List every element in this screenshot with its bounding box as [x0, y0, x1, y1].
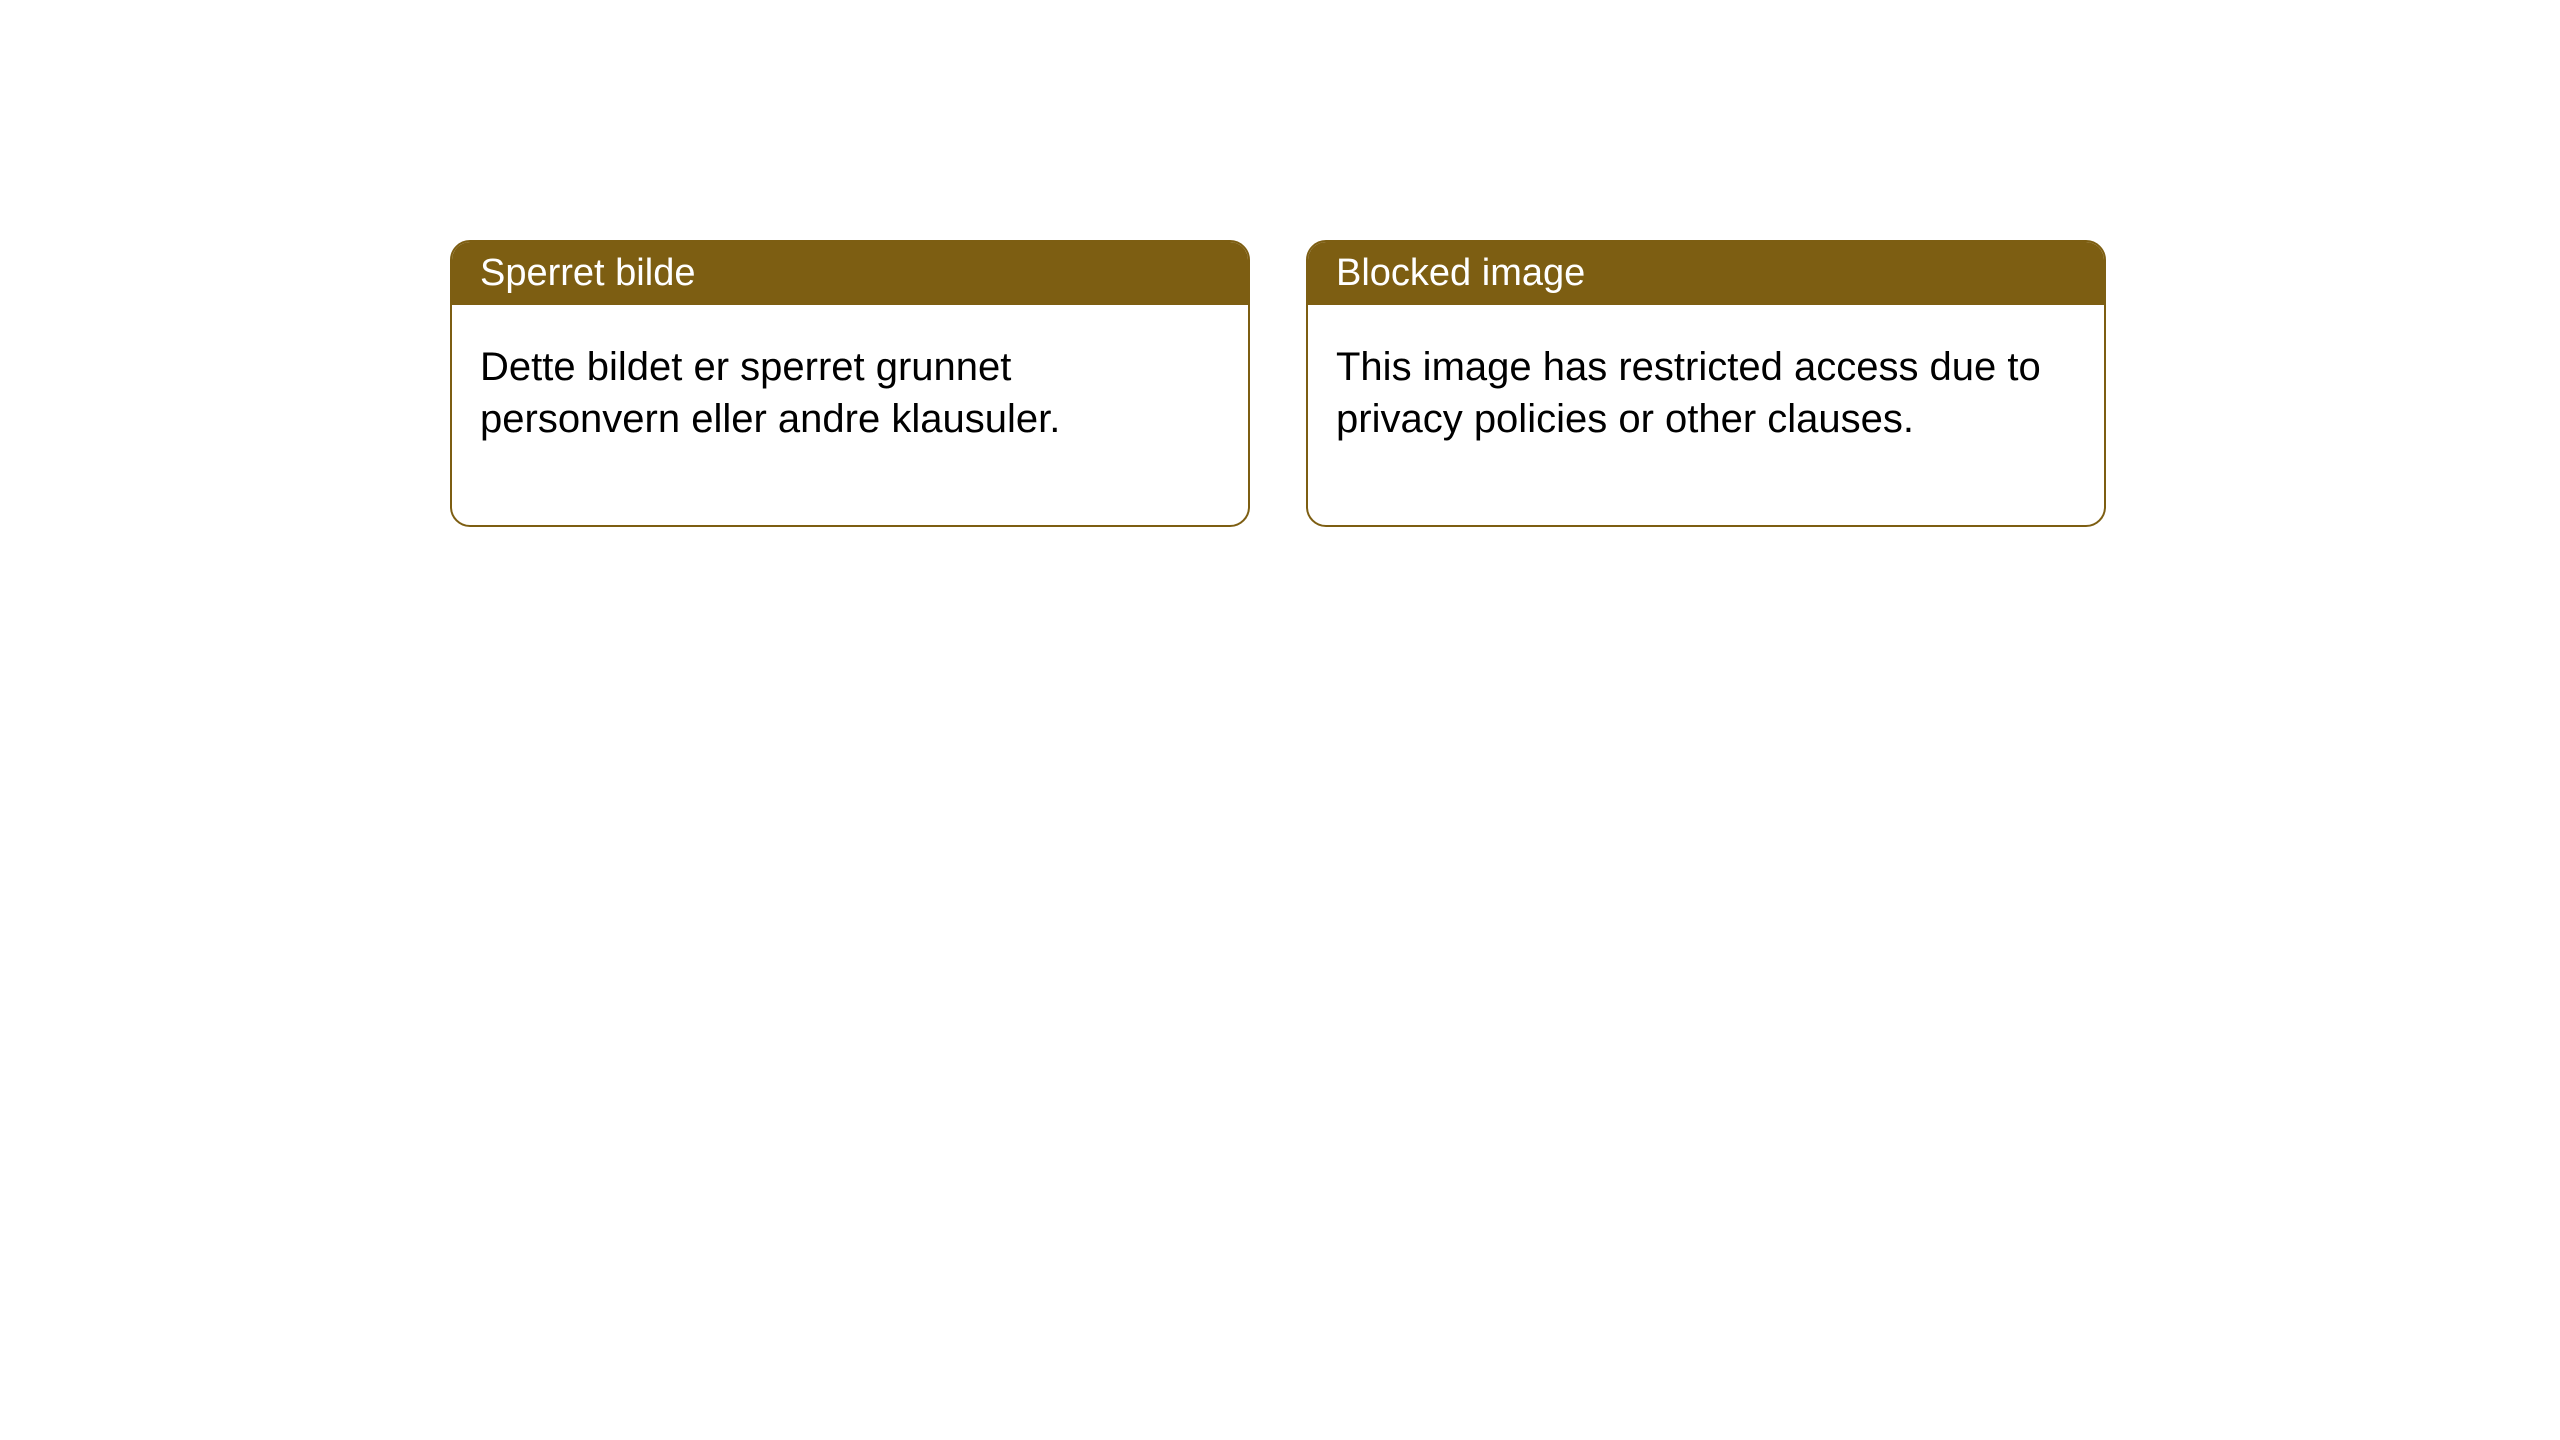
notice-card-norwegian: Sperret bilde Dette bildet er sperret gr…	[450, 240, 1250, 527]
card-title: Sperret bilde	[480, 252, 695, 294]
card-body: This image has restricted access due to …	[1308, 305, 2104, 525]
card-body-text: This image has restricted access due to …	[1336, 341, 2076, 445]
notice-card-english: Blocked image This image has restricted …	[1306, 240, 2106, 527]
card-header: Sperret bilde	[452, 242, 1248, 305]
card-body: Dette bildet er sperret grunnet personve…	[452, 305, 1248, 525]
card-header: Blocked image	[1308, 242, 2104, 305]
card-body-text: Dette bildet er sperret grunnet personve…	[480, 341, 1220, 445]
card-title: Blocked image	[1336, 252, 1585, 294]
notice-container: Sperret bilde Dette bildet er sperret gr…	[450, 240, 2106, 527]
